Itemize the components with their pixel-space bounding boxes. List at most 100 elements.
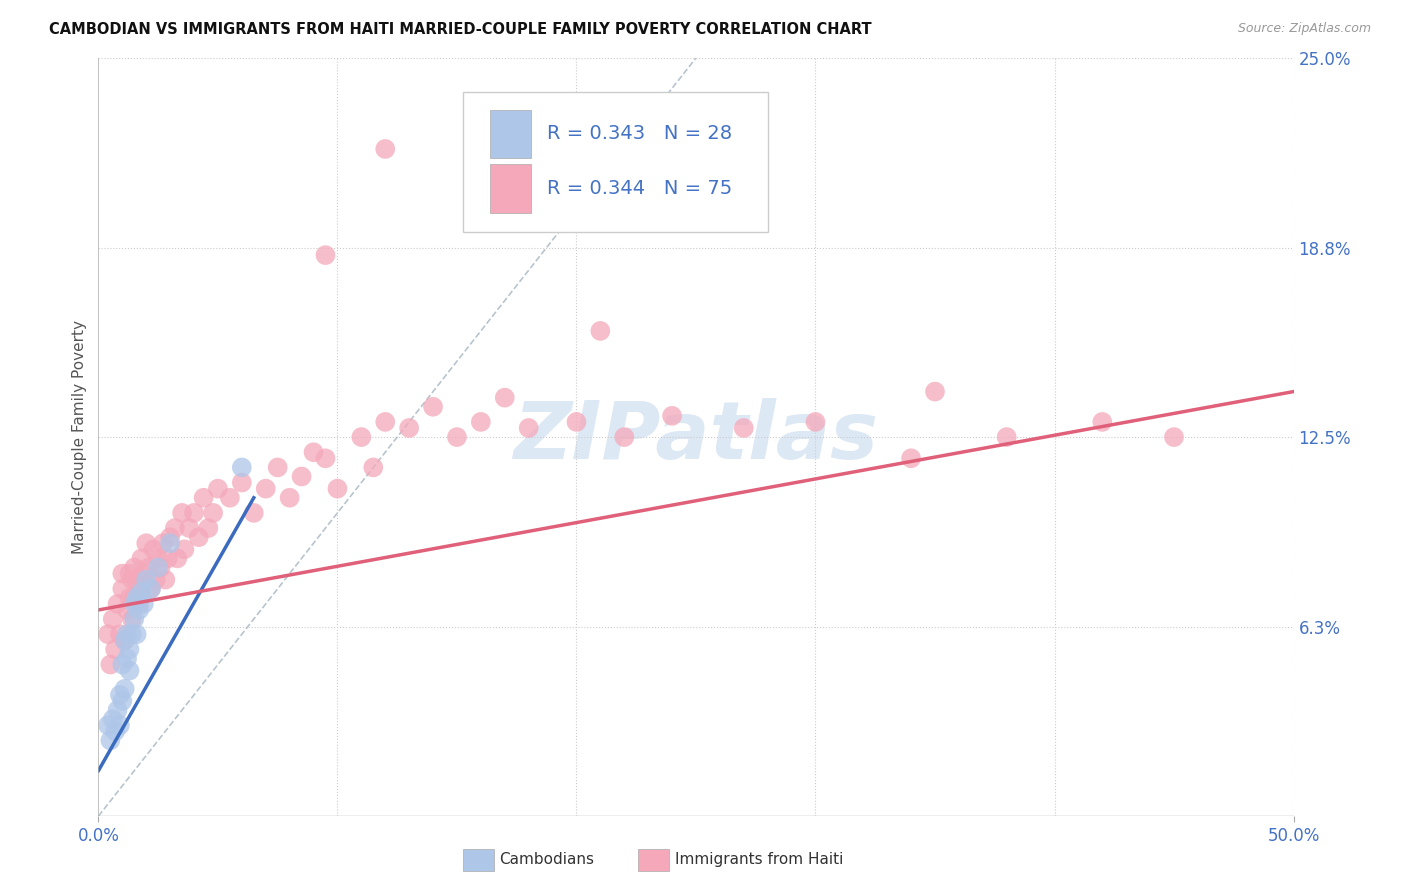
Point bbox=[121, 573, 143, 587]
Point bbox=[315, 451, 337, 466]
Point bbox=[121, 612, 143, 626]
Point bbox=[470, 415, 492, 429]
Point bbox=[132, 597, 155, 611]
Point bbox=[589, 324, 612, 338]
Point bbox=[131, 582, 153, 596]
Point bbox=[291, 469, 314, 483]
Point bbox=[98, 657, 122, 672]
Point bbox=[202, 506, 225, 520]
Point bbox=[104, 724, 127, 739]
Point bbox=[254, 482, 277, 496]
Point bbox=[98, 733, 122, 747]
Point bbox=[231, 460, 253, 475]
Point bbox=[900, 451, 922, 466]
Point bbox=[374, 415, 396, 429]
Point bbox=[565, 415, 588, 429]
Point bbox=[125, 573, 148, 587]
Point bbox=[138, 560, 160, 574]
Point bbox=[118, 664, 141, 678]
Point bbox=[149, 560, 172, 574]
Point bbox=[135, 536, 157, 550]
Point bbox=[613, 430, 636, 444]
Point bbox=[118, 591, 141, 605]
FancyBboxPatch shape bbox=[463, 92, 768, 232]
Point bbox=[1163, 430, 1185, 444]
Point bbox=[231, 475, 253, 490]
Point bbox=[111, 694, 134, 708]
Point bbox=[125, 591, 148, 605]
Point bbox=[108, 627, 131, 641]
Point bbox=[142, 542, 165, 557]
Text: Source: ZipAtlas.com: Source: ZipAtlas.com bbox=[1237, 22, 1371, 36]
Point bbox=[207, 482, 229, 496]
Point bbox=[398, 421, 420, 435]
Point bbox=[219, 491, 242, 505]
Point bbox=[128, 603, 150, 617]
Point bbox=[517, 421, 540, 435]
Point bbox=[148, 551, 170, 566]
Point bbox=[111, 566, 134, 581]
Point bbox=[172, 506, 194, 520]
Point bbox=[350, 430, 373, 444]
Point bbox=[159, 530, 181, 544]
Point bbox=[187, 530, 209, 544]
Point bbox=[115, 627, 138, 641]
Point bbox=[446, 430, 468, 444]
Point bbox=[1091, 415, 1114, 429]
Point bbox=[422, 400, 444, 414]
Point bbox=[108, 718, 131, 732]
Point bbox=[124, 560, 146, 574]
Point bbox=[363, 460, 385, 475]
Point bbox=[315, 248, 337, 262]
Point bbox=[995, 430, 1018, 444]
Point bbox=[155, 573, 177, 587]
Point bbox=[107, 703, 129, 717]
Point bbox=[173, 542, 195, 557]
Point bbox=[128, 597, 150, 611]
Text: ZIPatlas: ZIPatlas bbox=[513, 398, 879, 476]
Point bbox=[139, 582, 162, 596]
Point bbox=[139, 582, 162, 596]
Y-axis label: Married-Couple Family Poverty: Married-Couple Family Poverty bbox=[72, 320, 87, 554]
Point bbox=[115, 603, 138, 617]
Point bbox=[108, 688, 131, 702]
Text: R = 0.344   N = 75: R = 0.344 N = 75 bbox=[547, 179, 733, 198]
Point bbox=[118, 642, 141, 657]
Point bbox=[104, 642, 127, 657]
Point bbox=[148, 560, 170, 574]
Point bbox=[156, 551, 179, 566]
Point bbox=[124, 591, 146, 605]
Point bbox=[111, 657, 134, 672]
Point bbox=[374, 142, 396, 156]
Point bbox=[166, 551, 188, 566]
Point bbox=[302, 445, 325, 459]
Point bbox=[121, 627, 143, 641]
Point bbox=[107, 597, 129, 611]
Point bbox=[111, 582, 134, 596]
Text: Immigrants from Haiti: Immigrants from Haiti bbox=[675, 853, 844, 867]
Point bbox=[159, 536, 181, 550]
Point bbox=[243, 506, 266, 520]
Point bbox=[278, 491, 301, 505]
Point bbox=[197, 521, 219, 535]
Point bbox=[101, 612, 124, 626]
Point bbox=[267, 460, 290, 475]
Point bbox=[179, 521, 201, 535]
Point bbox=[183, 506, 205, 520]
Point bbox=[97, 627, 120, 641]
Point bbox=[326, 482, 349, 496]
Point bbox=[661, 409, 683, 423]
Text: CAMBODIAN VS IMMIGRANTS FROM HAITI MARRIED-COUPLE FAMILY POVERTY CORRELATION CHA: CAMBODIAN VS IMMIGRANTS FROM HAITI MARRI… bbox=[49, 22, 872, 37]
Point bbox=[131, 584, 153, 599]
Point bbox=[131, 551, 153, 566]
Point bbox=[145, 573, 167, 587]
Point bbox=[193, 491, 215, 505]
Point bbox=[163, 521, 186, 535]
Point bbox=[733, 421, 755, 435]
Point bbox=[101, 712, 124, 726]
Text: R = 0.343   N = 28: R = 0.343 N = 28 bbox=[547, 124, 731, 144]
Text: Cambodians: Cambodians bbox=[499, 853, 595, 867]
Point bbox=[804, 415, 827, 429]
Point bbox=[118, 566, 141, 581]
Point bbox=[152, 536, 174, 550]
